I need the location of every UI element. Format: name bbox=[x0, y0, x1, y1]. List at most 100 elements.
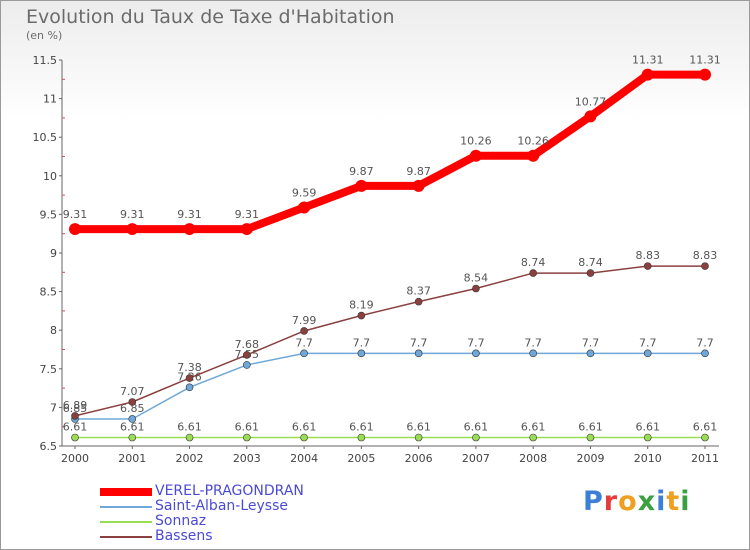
data-point bbox=[472, 284, 480, 293]
data-point bbox=[128, 415, 137, 423]
data-label: 6.89 bbox=[63, 399, 88, 412]
data-point bbox=[69, 223, 81, 236]
series-line bbox=[74, 265, 705, 417]
data-label: 8.19 bbox=[349, 299, 374, 312]
series-saint-alban-leysse: 6.856.857.267.557.77.77.77.77.77.77.77.7 bbox=[63, 336, 714, 423]
data-label: 7.68 bbox=[235, 338, 260, 351]
data-label: 6.61 bbox=[693, 421, 718, 434]
proxiti-logo: Proxiti bbox=[583, 486, 691, 517]
data-label: 7.7 bbox=[410, 336, 428, 349]
legend-label: Bassens bbox=[155, 528, 213, 544]
data-label: 10.77 bbox=[575, 95, 607, 108]
data-label: 7.7 bbox=[582, 336, 600, 349]
logo-letter: i bbox=[656, 486, 667, 517]
y-tick-label: 9 bbox=[50, 247, 57, 260]
data-point bbox=[529, 349, 537, 358]
data-point bbox=[412, 179, 425, 192]
x-tick-label: 2000 bbox=[61, 452, 89, 465]
data-point bbox=[240, 223, 253, 236]
logo-letter: o bbox=[618, 486, 638, 517]
data-label: 11.31 bbox=[632, 54, 664, 67]
data-point bbox=[355, 179, 368, 192]
data-label: 7.7 bbox=[295, 336, 313, 349]
data-label: 10.26 bbox=[517, 135, 549, 148]
x-tick-label: 2001 bbox=[118, 452, 146, 465]
data-label: 6.85 bbox=[63, 402, 88, 415]
y-tick-label: 8.5 bbox=[40, 286, 58, 299]
y-tick-label: 11.5 bbox=[33, 54, 58, 67]
y-tick-label: 11 bbox=[43, 93, 57, 106]
data-label: 7.99 bbox=[292, 314, 317, 327]
series-line bbox=[75, 70, 705, 234]
data-label: 8.37 bbox=[406, 285, 431, 298]
data-point bbox=[185, 433, 194, 442]
data-label: 7.7 bbox=[639, 336, 657, 349]
data-point bbox=[643, 433, 652, 442]
data-point bbox=[643, 262, 652, 270]
y-tick-label: 8 bbox=[50, 324, 57, 337]
data-point bbox=[183, 223, 196, 236]
y-tick-label: 10 bbox=[43, 170, 57, 183]
data-point bbox=[701, 433, 709, 442]
data-label: 6.61 bbox=[120, 421, 145, 434]
y-tick-label: 7 bbox=[50, 401, 57, 414]
data-point bbox=[414, 297, 423, 306]
x-tick-label: 2006 bbox=[405, 452, 433, 465]
data-point bbox=[586, 269, 595, 277]
data-point bbox=[699, 68, 711, 81]
data-label: 8.83 bbox=[693, 249, 718, 262]
logo-letter: r bbox=[603, 486, 619, 517]
data-point bbox=[414, 433, 423, 442]
logo-letter: i bbox=[680, 486, 691, 517]
data-point bbox=[300, 433, 308, 442]
data-label: 9.87 bbox=[349, 165, 374, 178]
data-label: 7.7 bbox=[696, 336, 714, 349]
x-tick-label: 2004 bbox=[290, 452, 318, 465]
data-point bbox=[641, 68, 654, 81]
data-label: 9.59 bbox=[292, 186, 317, 199]
data-label: 9.31 bbox=[120, 208, 145, 221]
data-label: 11.31 bbox=[689, 54, 721, 67]
series-sonnaz: 6.61 6.61 6.61 6.61 6.61 6.61 6.61 6.61 6.61 6.61… bbox=[63, 421, 718, 442]
x-tick-label: 2002 bbox=[176, 452, 204, 465]
series-line bbox=[75, 352, 705, 420]
data-point bbox=[584, 110, 597, 123]
series-verel-pragondran: 9.31 9.31 9.31 9.31 9.59 9.87 9.87 10.26 10.26 10… bbox=[63, 54, 721, 236]
data-label: 7.7 bbox=[524, 336, 542, 349]
data-point bbox=[243, 351, 251, 359]
data-point bbox=[185, 383, 194, 392]
data-label: 8.83 bbox=[635, 249, 660, 262]
data-label: 6.61 bbox=[235, 421, 260, 434]
data-label: 6.61 bbox=[406, 421, 431, 434]
data-label: 6.61 bbox=[635, 421, 660, 434]
data-point bbox=[414, 349, 423, 358]
data-point bbox=[243, 361, 251, 369]
data-label: 9.31 bbox=[177, 208, 202, 221]
logo-letter: P bbox=[583, 486, 604, 517]
logo-letter: t bbox=[666, 486, 681, 517]
data-point bbox=[701, 349, 709, 358]
data-label: 6.61 bbox=[349, 421, 374, 434]
data-label: 9.31 bbox=[235, 208, 260, 221]
x-tick-label: 2008 bbox=[519, 452, 547, 465]
data-label: 6.61 bbox=[177, 421, 202, 434]
data-point bbox=[586, 349, 595, 358]
x-tick-label: 2007 bbox=[462, 452, 490, 465]
data-label: 6.61 bbox=[292, 421, 317, 434]
data-point bbox=[529, 269, 537, 277]
data-label: 6.61 bbox=[63, 421, 88, 434]
data-point bbox=[586, 433, 595, 442]
data-point bbox=[71, 433, 79, 442]
data-point bbox=[243, 433, 251, 442]
data-label: 7.38 bbox=[177, 361, 202, 374]
data-point bbox=[298, 201, 311, 214]
data-label: 8.54 bbox=[464, 272, 489, 285]
series-bassens: 6.89 7.07 7.38 7.68 7.99 8.19 8.37 8.54 8.74 8.74… bbox=[63, 249, 718, 420]
legend-label: Sonnaz bbox=[155, 513, 207, 529]
data-point bbox=[529, 433, 537, 442]
x-tick-label: 2005 bbox=[347, 452, 375, 465]
data-point bbox=[527, 149, 540, 162]
legend-swatch bbox=[100, 536, 152, 538]
data-point bbox=[357, 349, 366, 358]
